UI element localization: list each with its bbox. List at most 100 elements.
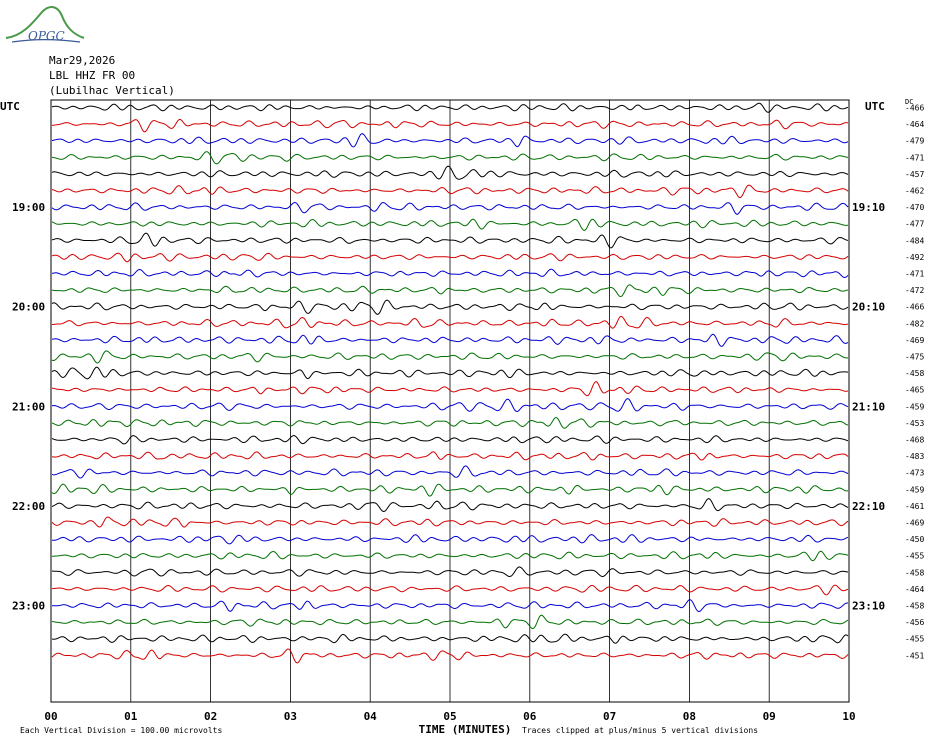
dc-offset-label: -471 bbox=[905, 270, 924, 279]
x-tick-label: 03 bbox=[284, 710, 297, 723]
dc-offset-label: -464 bbox=[905, 120, 924, 129]
header-location: (Lubilhac Vertical) bbox=[49, 84, 175, 97]
x-tick-label: 04 bbox=[364, 710, 378, 723]
dc-offset-label: -466 bbox=[905, 104, 924, 113]
dc-offset-label: -469 bbox=[905, 519, 924, 528]
trace-line bbox=[51, 398, 849, 413]
dc-offset-label: -465 bbox=[905, 386, 924, 395]
dc-offset-label: -458 bbox=[905, 602, 924, 611]
dc-offset-label: -472 bbox=[905, 286, 924, 295]
trace-line bbox=[51, 201, 849, 215]
x-tick-label: 01 bbox=[124, 710, 138, 723]
dc-offset-label: -455 bbox=[905, 552, 924, 561]
dc-offset-label: -468 bbox=[905, 436, 924, 445]
x-axis-label: TIME (MINUTES) bbox=[419, 723, 512, 736]
trace-group bbox=[51, 102, 849, 664]
hour-label-right: 21:10 bbox=[852, 400, 885, 413]
trace-line bbox=[51, 381, 849, 397]
trace-line bbox=[51, 119, 849, 133]
hour-label-right: 22:10 bbox=[852, 500, 885, 513]
logo-text: OPGC bbox=[28, 29, 65, 43]
x-tick-label: 08 bbox=[683, 710, 696, 723]
trace-line bbox=[51, 133, 849, 148]
dc-offset-label: -457 bbox=[905, 170, 924, 179]
trace-line bbox=[52, 599, 848, 613]
dc-offset-label: -459 bbox=[905, 402, 924, 411]
dc-offset-label: -461 bbox=[905, 502, 924, 511]
header-station: LBL HHZ FR 00 bbox=[49, 69, 136, 82]
dc-offset-label: -475 bbox=[905, 353, 924, 362]
hour-label-right: 20:10 bbox=[852, 301, 885, 314]
label-group: -466 -464 -479 -471 -457 -462 -470 -477 -484 -492… bbox=[0, 98, 924, 736]
x-tick-label: 07 bbox=[603, 710, 616, 723]
dc-offset-label: -477 bbox=[905, 220, 924, 229]
trace-line bbox=[51, 232, 849, 249]
hour-label-right: 19:10 bbox=[852, 201, 885, 214]
utc-label-right: UTC bbox=[865, 100, 885, 113]
dc-offset-label: -456 bbox=[905, 618, 924, 627]
trace-line bbox=[51, 333, 849, 347]
dc-offset-label: -451 bbox=[905, 651, 924, 660]
dc-offset-label: -458 bbox=[905, 369, 924, 378]
dc-offset-label: -466 bbox=[905, 303, 924, 312]
dc-offset-label: -471 bbox=[905, 153, 924, 162]
x-tick-label: 10 bbox=[842, 710, 855, 723]
dc-offset-label: -453 bbox=[905, 419, 924, 428]
logo: OPGC bbox=[2, 2, 86, 46]
header-date: Mar29,2026 bbox=[49, 54, 116, 67]
trace-line bbox=[51, 516, 849, 528]
trace-line bbox=[51, 566, 849, 578]
trace-line bbox=[51, 284, 849, 297]
dc-offset-label: -479 bbox=[905, 137, 924, 146]
x-tick-label: 02 bbox=[204, 710, 217, 723]
plot-grid bbox=[50, 99, 850, 703]
dc-offset-label: -492 bbox=[905, 253, 924, 262]
hour-label-left: 22:00 bbox=[12, 500, 45, 513]
trace-line bbox=[51, 218, 849, 232]
footer-clip-note: Traces clipped at plus/minus 5 vertical … bbox=[522, 726, 758, 735]
trace-line bbox=[51, 434, 849, 445]
trace-line bbox=[51, 268, 849, 279]
dc-offset-label: -462 bbox=[905, 187, 924, 196]
dc-offset-label: -458 bbox=[905, 568, 924, 577]
dc-offset-label: -455 bbox=[905, 635, 924, 644]
x-tick-label: 06 bbox=[523, 710, 537, 723]
trace-line bbox=[51, 483, 849, 497]
trace-line bbox=[51, 465, 849, 479]
trace-line bbox=[51, 366, 849, 380]
trace-line bbox=[51, 614, 849, 630]
trace-line bbox=[51, 534, 849, 545]
x-tick-label: 09 bbox=[763, 710, 776, 723]
dc-column-label: DC bbox=[905, 98, 913, 106]
trace-line bbox=[51, 498, 849, 513]
x-tick-label: 05 bbox=[443, 710, 456, 723]
hour-label-left: 21:00 bbox=[12, 400, 45, 413]
hour-label-left: 23:00 bbox=[12, 600, 45, 613]
trace-line bbox=[52, 550, 849, 562]
trace-line bbox=[51, 417, 849, 429]
hour-label-right: 23:10 bbox=[852, 600, 885, 613]
trace-line bbox=[51, 184, 849, 199]
trace-line bbox=[51, 165, 849, 180]
dc-offset-label: -484 bbox=[905, 236, 924, 245]
footer-scale-note: Each Vertical Division = 100.00 microvol… bbox=[20, 726, 222, 735]
dc-offset-label: -469 bbox=[905, 336, 924, 345]
x-tick-label: 00 bbox=[44, 710, 57, 723]
trace-line bbox=[51, 299, 849, 315]
dc-offset-label: -470 bbox=[905, 203, 924, 212]
dc-offset-label: -464 bbox=[905, 585, 924, 594]
utc-label-left: UTC bbox=[0, 100, 20, 113]
trace-line bbox=[51, 252, 849, 263]
trace-line bbox=[52, 584, 849, 596]
trace-line bbox=[51, 102, 849, 113]
dc-offset-label: -459 bbox=[905, 485, 924, 494]
trace-line bbox=[52, 315, 849, 329]
trace-line bbox=[52, 633, 849, 644]
trace-line bbox=[51, 648, 849, 664]
dc-offset-label: -482 bbox=[905, 319, 924, 328]
dc-offset-label: -483 bbox=[905, 452, 924, 461]
hour-label-left: 20:00 bbox=[12, 301, 45, 314]
trace-line bbox=[51, 451, 849, 461]
dc-offset-label: -450 bbox=[905, 535, 924, 544]
